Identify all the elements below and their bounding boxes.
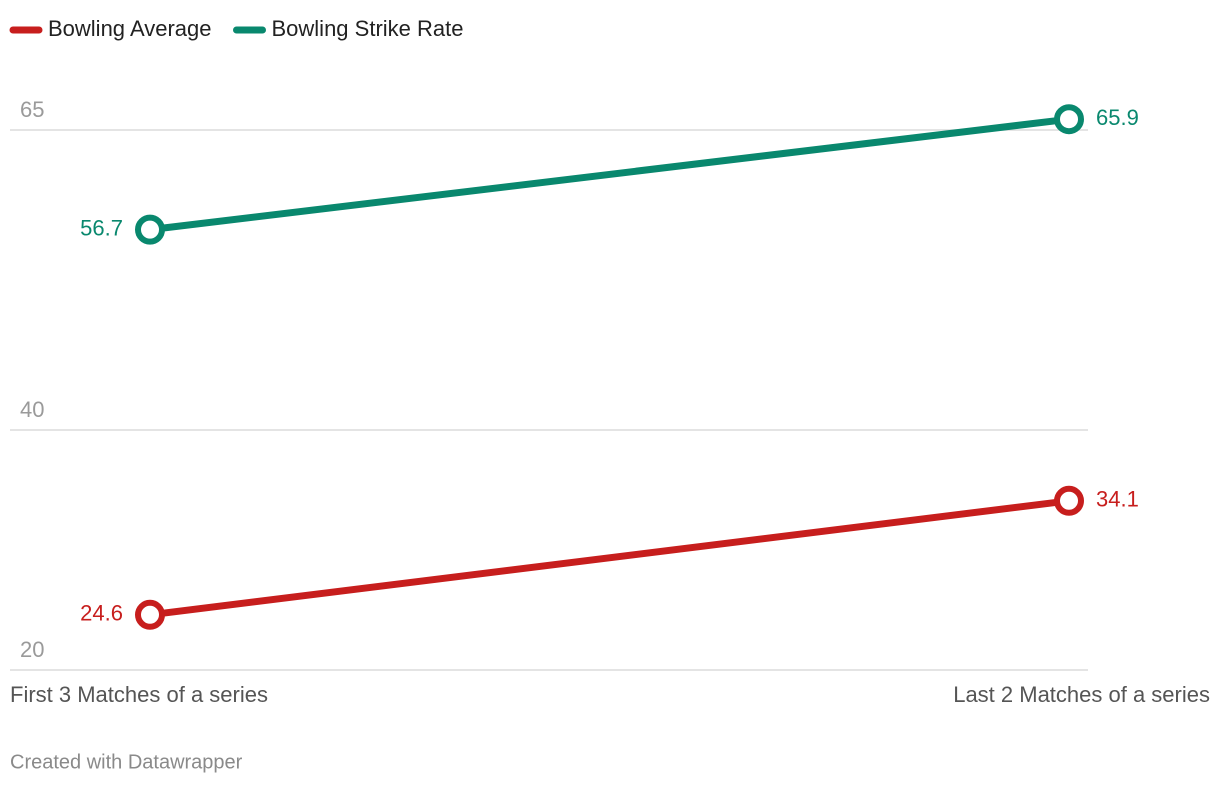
data-point [135, 214, 165, 245]
legend-label: Bowling Strike Rate [272, 16, 464, 41]
x-tick-label: Last 2 Matches of a series [953, 682, 1210, 707]
data-label: 56.7 [80, 215, 123, 240]
data-label: 65.9 [1096, 105, 1139, 130]
y-tick-label: 20 [20, 637, 44, 662]
data-point [1054, 485, 1084, 516]
y-tick-label: 40 [20, 397, 44, 422]
credit: Created with Datawrapper [10, 751, 243, 773]
data-point [1054, 104, 1084, 135]
data-label: 34.1 [1096, 487, 1139, 512]
series-line [149, 115, 1070, 234]
legend-label: Bowling Average [48, 16, 212, 41]
x-tick-label: First 3 Matches of a series [10, 682, 268, 707]
series-line [149, 497, 1070, 619]
data-point [135, 599, 165, 630]
data-label: 24.6 [80, 601, 123, 626]
y-tick-label: 65 [20, 97, 44, 122]
